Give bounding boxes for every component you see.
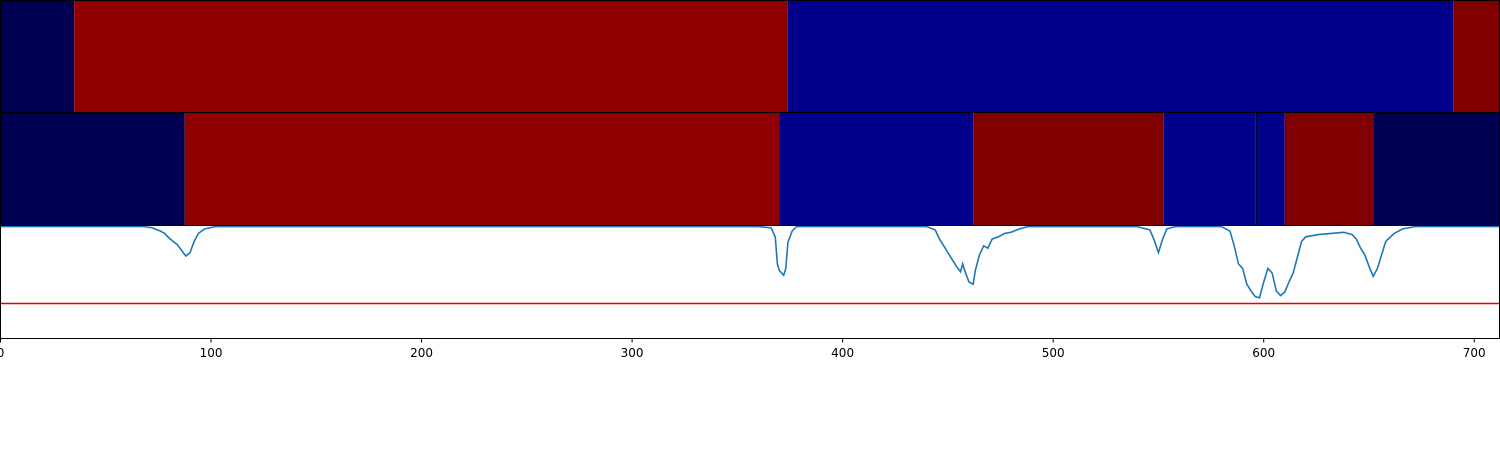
x-tick-label: 0: [0, 346, 4, 360]
segment: [1453, 0, 1500, 113]
x-tick-label: 600: [1252, 346, 1275, 360]
segment: [74, 0, 788, 113]
segment: [1163, 112, 1256, 226]
segment: [1258, 112, 1285, 226]
signal-line: [0, 225, 1500, 299]
x-tick-label: 200: [410, 346, 433, 360]
segment: [0, 0, 75, 113]
x-tick-label: 300: [621, 346, 644, 360]
segment: [1373, 112, 1500, 226]
segment: [787, 0, 1454, 113]
x-tick-label: 400: [831, 346, 854, 360]
segment: [779, 112, 974, 226]
x-tick-label: 100: [200, 346, 223, 360]
x-tick-label: 500: [1042, 346, 1065, 360]
segment: [184, 112, 780, 226]
segment: [1255, 112, 1259, 226]
segment: [1284, 112, 1374, 226]
segment: [0, 112, 185, 226]
segment: [973, 112, 1164, 226]
x-tick-label: 700: [1463, 346, 1486, 360]
